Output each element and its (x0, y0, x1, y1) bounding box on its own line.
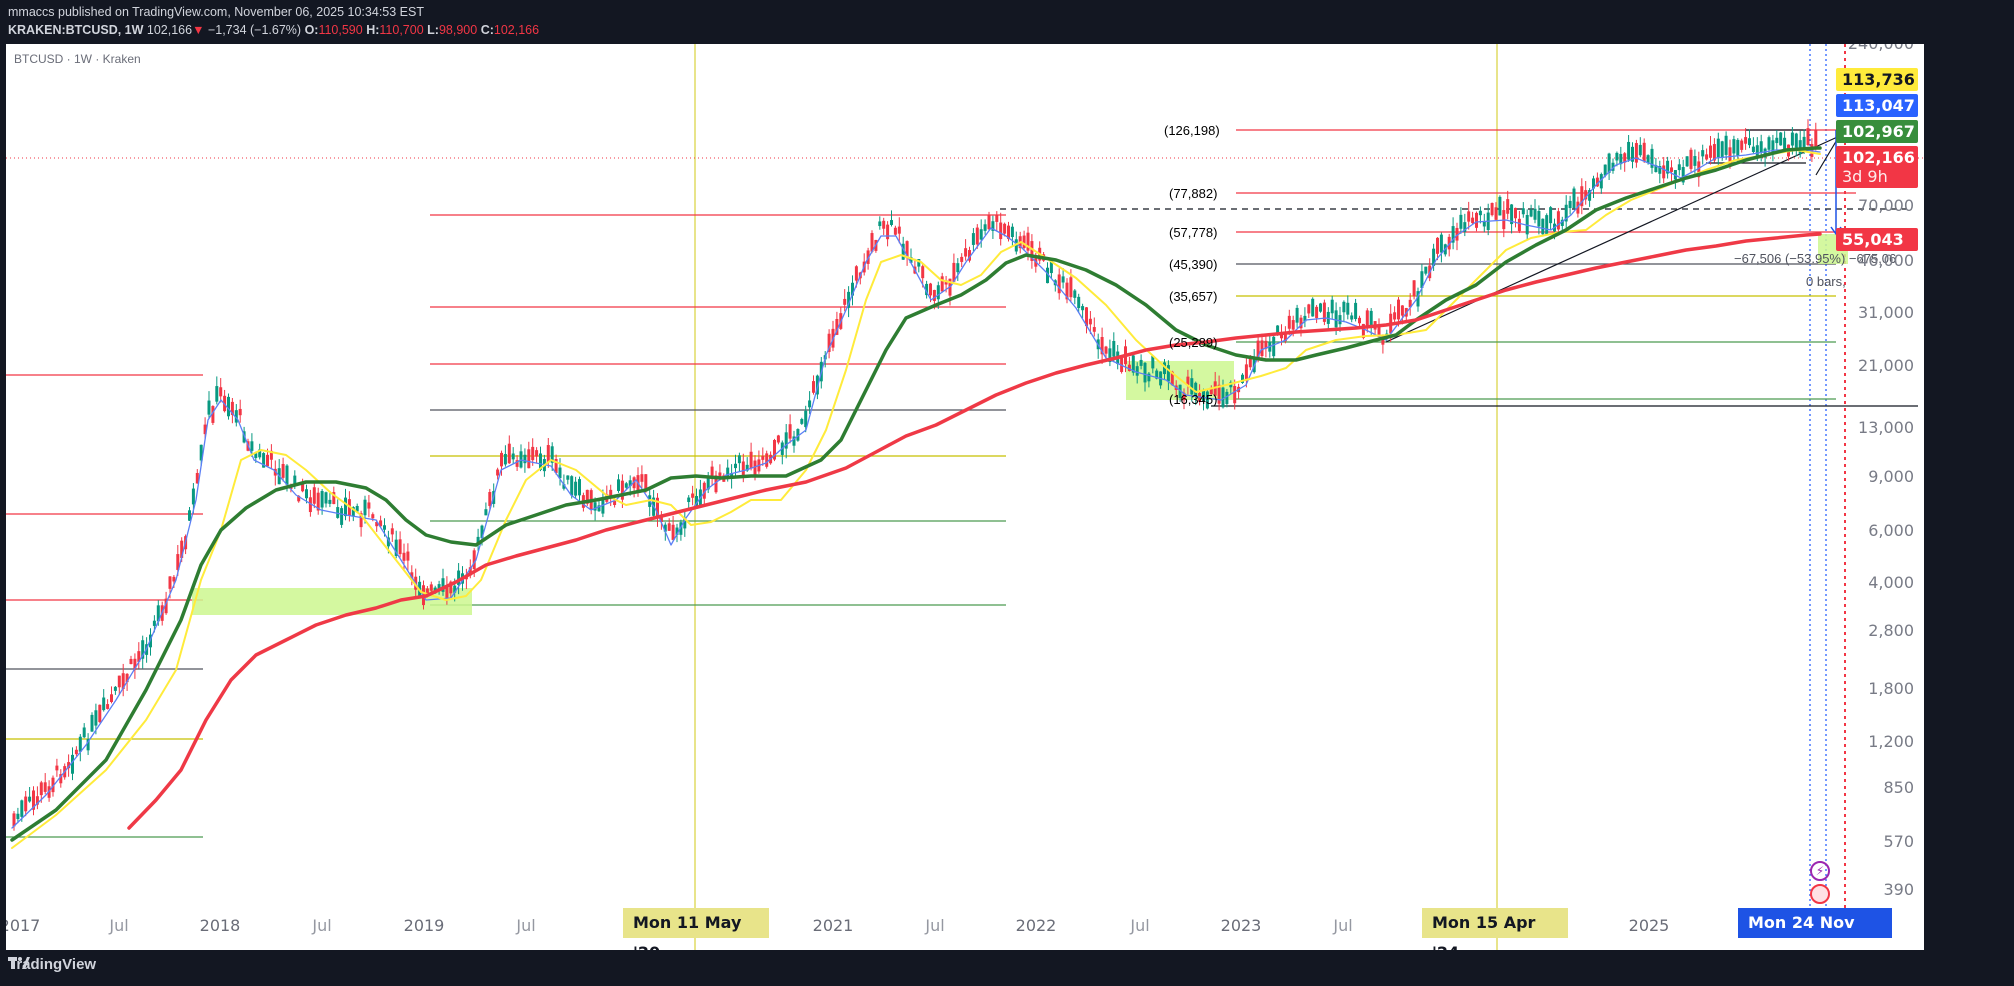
time-tick: 2017 (6, 916, 41, 935)
time-tick: 2019 (403, 916, 445, 935)
date-badge-nov-2025: Mon 24 Nov '25 (1738, 908, 1892, 950)
price-tick: 1,800 (1868, 679, 1914, 698)
price-tick: 31,000 (1858, 303, 1914, 322)
publish-header: mmaccs published on TradingView.com, Nov… (8, 3, 539, 39)
last-price-value: 102,166 (1842, 148, 1915, 167)
price-chart[interactable] (6, 44, 1924, 950)
ohlc-line: KRAKEN:BTCUSD, 1W 102,166▼ −1,734 (−1.67… (8, 23, 540, 37)
time-tick: 2021 (812, 916, 854, 935)
price-badge-yellow: 113,736 (1836, 68, 1918, 91)
date-badge-may-2020: Mon 11 May '20 (623, 908, 769, 950)
low-value: 98,900 (438, 23, 478, 37)
last-price: 102,166 (146, 23, 193, 37)
price-badge-target: 55,043 (1836, 228, 1918, 251)
price-badge-last: 102,166 3d 9h (1836, 146, 1918, 188)
price-tick: 70,000 (1858, 196, 1914, 215)
drawings (6, 44, 1924, 950)
measure-bars: 0 bars, (1806, 274, 1846, 289)
fib-label-16345: (16,345) (1169, 392, 1218, 407)
open-value: 110,590 (318, 23, 363, 37)
price-tick: 6,000 (1868, 521, 1914, 540)
time-tick: Jul (925, 916, 945, 935)
time-tick: Jul (312, 916, 332, 935)
price-badge-blue: 113,047 (1836, 94, 1918, 117)
price-badge-green: 102,967 (1836, 120, 1918, 143)
price-tick: 9,000 (1868, 467, 1914, 486)
price-tick: 1,200 (1868, 732, 1914, 751)
time-tick: Jul (1333, 916, 1353, 935)
price-change: −1,734 (−1.67%) (207, 23, 302, 37)
high-value: 110,700 (379, 23, 424, 37)
time-tick: 2025 (1628, 916, 1670, 935)
bar-countdown: 3d 9h (1842, 167, 1888, 186)
close-value: 102,166 (493, 23, 540, 37)
brand-name: TradingView (8, 956, 97, 973)
ma-line (127, 232, 1822, 830)
ma-line (11, 149, 1821, 829)
fib-label-77882: (77,882) (1169, 186, 1218, 201)
tradingview-icon (8, 957, 30, 969)
us-flag-event-icon[interactable] (1810, 884, 1830, 904)
price-tick: 850 (1883, 778, 1914, 797)
fib-label-35657: (35,657) (1169, 289, 1218, 304)
symbol-legend: BTCUSD · 1W · Kraken (14, 52, 141, 66)
fib-label-25289: (25,289) (1169, 335, 1218, 350)
fib-label-126198: (126,198) (1164, 123, 1220, 138)
time-tick: 2022 (1015, 916, 1057, 935)
symbol-title: KRAKEN:BTCUSD, 1W (8, 23, 144, 37)
ma-line (11, 149, 1821, 849)
moving-average-lines (10, 146, 1822, 849)
fib-label-45390: (45,390) (1169, 257, 1218, 272)
publish-line: mmaccs published on TradingView.com, Nov… (8, 5, 424, 19)
down-arrow-icon: ▼ (192, 23, 205, 37)
measure-label: −67,506 (−53.95%) −675,06 (1734, 251, 1897, 266)
time-tick: Jul (109, 916, 129, 935)
price-tick: 4,000 (1868, 573, 1914, 592)
time-tick: Jul (1130, 916, 1150, 935)
price-tick: 21,000 (1858, 356, 1914, 375)
price-tick: 2,800 (1868, 621, 1914, 640)
price-tick: 570 (1883, 832, 1914, 851)
tradingview-logo[interactable]: TradingView (8, 956, 96, 973)
price-tick: 240,000 (1848, 44, 1914, 53)
price-tick: 390 (1883, 880, 1914, 899)
time-tick: Jul (516, 916, 536, 935)
lightning-event-icon[interactable]: ⚡ (1810, 861, 1830, 881)
time-tick: 2023 (1220, 916, 1262, 935)
chart-pane[interactable]: BTCUSD · 1W · Kraken (126,198) (77,882) … (6, 44, 1924, 950)
time-tick: 2018 (199, 916, 241, 935)
candlestick-series (12, 119, 1818, 831)
date-badge-apr-2024: Mon 15 Apr '24 (1422, 908, 1568, 950)
ma-line (10, 146, 1822, 842)
fib-label-57778: (57,778) (1169, 225, 1218, 240)
price-tick: 46,000 (1858, 251, 1914, 270)
price-tick: 13,000 (1858, 418, 1914, 437)
